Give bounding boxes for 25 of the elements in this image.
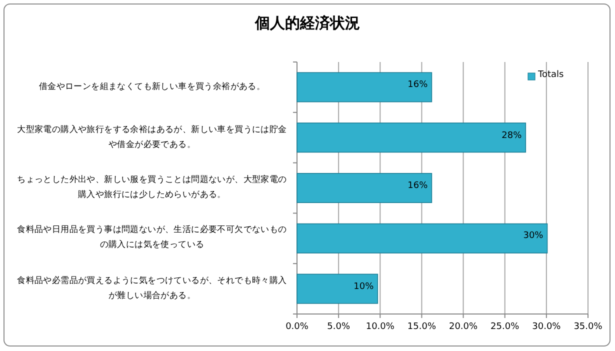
y-tick-label: ちょっとした外出や、新しい服を買うことは問題ないが、大型家電の購入や旅行には少しためらいがある。 <box>16 174 288 202</box>
x-tick-label: 10.0% <box>364 322 396 332</box>
bar <box>296 72 432 102</box>
bar <box>296 172 432 204</box>
x-tick-label: 35.0% <box>572 322 604 332</box>
data-label: 16% <box>406 80 428 90</box>
y-tick-label: 食料品や日用品を買う事は問題ないが、生活に必要不可欠でないものの購入には気を使っている <box>16 224 288 252</box>
bar <box>296 223 548 254</box>
bar <box>296 274 378 304</box>
data-label: 30% <box>522 231 544 242</box>
x-tick-label: 30.0% <box>531 322 562 332</box>
x-tick-label: 15.0% <box>406 322 437 332</box>
x-tick-label: 0.0% <box>284 322 310 332</box>
data-label: 16% <box>406 181 428 191</box>
y-tick-label: 借金やローンを組まなくても新しい車を買う余裕がある。 <box>38 80 266 94</box>
data-label: 10% <box>352 282 374 292</box>
chart-title: 個人的経済状況 <box>254 14 361 33</box>
x-tick-label: 5.0% <box>326 322 351 332</box>
bar <box>296 122 526 153</box>
y-tick-label: 大型家電の購入や旅行をする余裕はあるが、新しい車を買うには貯金や借金が必要である。 <box>16 124 288 152</box>
data-label: 28% <box>500 130 522 141</box>
x-tick-label: 20.0% <box>448 322 479 332</box>
y-tick-label: 食料品や必需品が買えるように気をつけているが、それでも時々購入が難しい場合がある。 <box>16 274 288 303</box>
x-tick-label: 25.0% <box>490 322 520 332</box>
legend-label: Totals <box>538 70 564 80</box>
